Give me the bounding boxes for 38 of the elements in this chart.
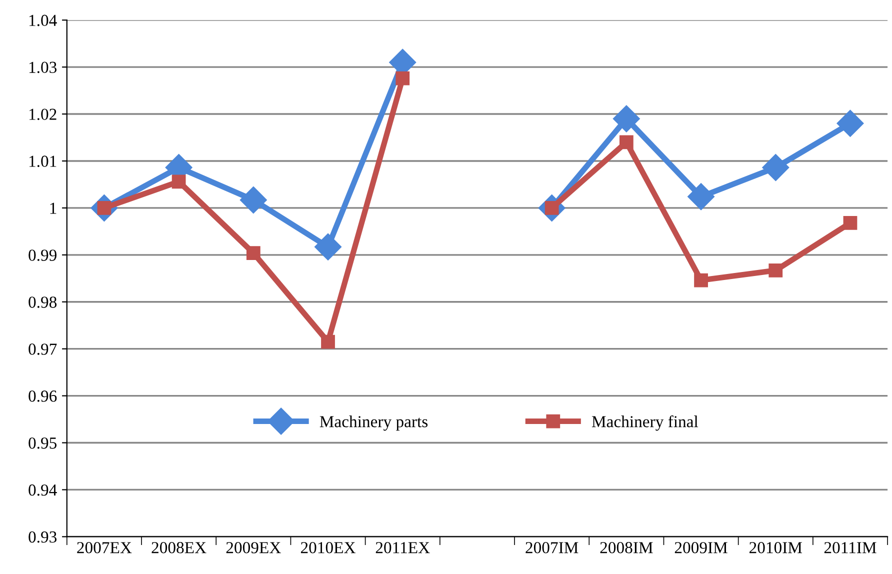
y-tick-label: 0.94 [28, 484, 57, 496]
y-tick-label: 1.01 [29, 156, 56, 167]
x-tick-label: 2008EX [152, 542, 206, 554]
point [172, 174, 186, 189]
point [836, 110, 864, 137]
y-tick-label: 0.93 [28, 531, 57, 543]
y-tick-label: 1.04 [29, 14, 57, 26]
legend-label: Machinery final [592, 415, 698, 431]
point [768, 263, 783, 278]
point [314, 233, 342, 260]
legend-label: Machinery parts [320, 416, 428, 431]
y-tick-label: 0.95 [28, 437, 57, 449]
point [694, 273, 708, 288]
y-tick-label: 0.98 [28, 296, 57, 308]
x-tick-label: 2009EX [226, 542, 281, 554]
y-tick-label: 1 [50, 202, 56, 214]
point [240, 186, 267, 214]
point [612, 105, 640, 132]
x-tick-label: 2007IM [526, 542, 578, 554]
x-tick-label: 2010EX [300, 542, 356, 554]
point [843, 216, 858, 230]
x-tick-label: 2011IM [824, 542, 876, 554]
x-tick-label: 2011EX [376, 542, 430, 554]
point [688, 183, 714, 210]
y-tick-label: 0.99 [28, 250, 56, 261]
y-tick-label: 0.96 [28, 390, 57, 402]
point [396, 71, 410, 86]
y-tick-label: 1.02 [29, 108, 56, 120]
x-tick-label: 2007EX [77, 542, 132, 554]
y-tick-label: 1.03 [29, 62, 57, 74]
point [246, 246, 260, 260]
x-tick-label: 2010IM [750, 542, 802, 554]
y-tick-label: 0.97 [28, 344, 57, 355]
point [321, 334, 335, 349]
point [619, 135, 634, 150]
x-tick-label: 2008IM [600, 542, 653, 554]
point [762, 154, 790, 182]
x-tick-label: 2009IM [674, 542, 728, 554]
